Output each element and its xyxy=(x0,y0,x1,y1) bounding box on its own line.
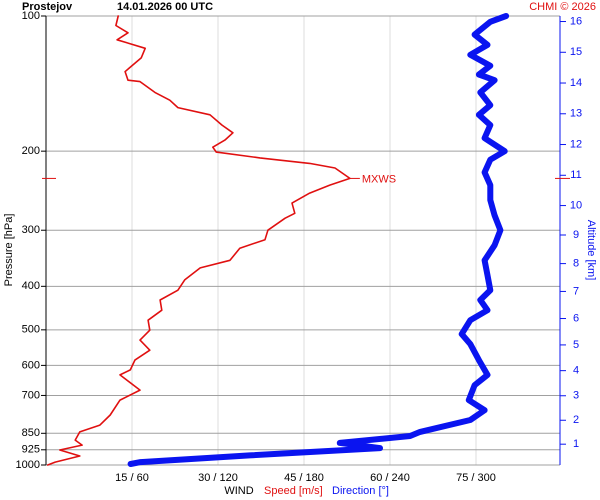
y-tick-label: 925 xyxy=(22,444,40,456)
mxws-label: MXWS xyxy=(362,173,396,185)
y-tick-label: 500 xyxy=(22,324,40,336)
y2-tick-label: 12 xyxy=(570,138,582,150)
y-tick-label: 1000 xyxy=(16,459,40,471)
y-tick-label: 200 xyxy=(22,145,40,157)
y2-tick-label: 10 xyxy=(570,199,582,211)
y-tick-label: 700 xyxy=(22,389,40,401)
y-tick-label: 850 xyxy=(22,427,40,439)
series-line xyxy=(46,15,351,466)
y2-tick-label: 14 xyxy=(570,77,582,89)
y-tick-label: 600 xyxy=(22,359,40,371)
chart-title: Prostejov xyxy=(22,1,73,13)
y2-tick-label: 7 xyxy=(573,285,579,297)
y2-tick-label: 4 xyxy=(573,365,579,377)
y2-tick-label: 6 xyxy=(573,312,579,324)
series-line xyxy=(127,13,510,467)
y2-tick-label: 11 xyxy=(570,169,581,181)
legend-entry: Direction [°] xyxy=(332,485,389,497)
x-tick-label: 30 / 120 xyxy=(198,472,238,484)
y2-tick-label: 3 xyxy=(573,390,579,402)
credit: CHMI © 2026 xyxy=(529,1,596,13)
y2-tick-label: 8 xyxy=(573,258,579,270)
y2-tick-label: 1 xyxy=(573,438,579,450)
y2-axis-label: Altitude [km] xyxy=(585,220,597,281)
y-tick-label: 100 xyxy=(22,10,40,22)
x-tick-label: 75 / 300 xyxy=(456,472,496,484)
legend-entry: Speed [m/s] xyxy=(264,485,323,497)
y-tick-label: 300 xyxy=(22,224,40,236)
y-tick-label: 400 xyxy=(22,280,40,292)
chart-subtitle: 14.01.2026 00 UTC xyxy=(117,1,213,13)
y2-tick-label: 5 xyxy=(573,339,579,351)
y2-tick-label: 16 xyxy=(570,15,582,27)
y2-tick-label: 9 xyxy=(573,229,579,241)
x-tick-label: 45 / 180 xyxy=(284,472,324,484)
x-tick-label: 60 / 240 xyxy=(370,472,410,484)
x-tick-label: 15 / 60 xyxy=(115,472,149,484)
y2-tick-label: 2 xyxy=(573,414,579,426)
x-axis-label: WIND xyxy=(224,485,253,497)
y-axis-label: Pressure [hPa] xyxy=(3,214,15,287)
y2-tick-label: 13 xyxy=(570,108,582,120)
y2-tick-label: 15 xyxy=(570,46,582,58)
